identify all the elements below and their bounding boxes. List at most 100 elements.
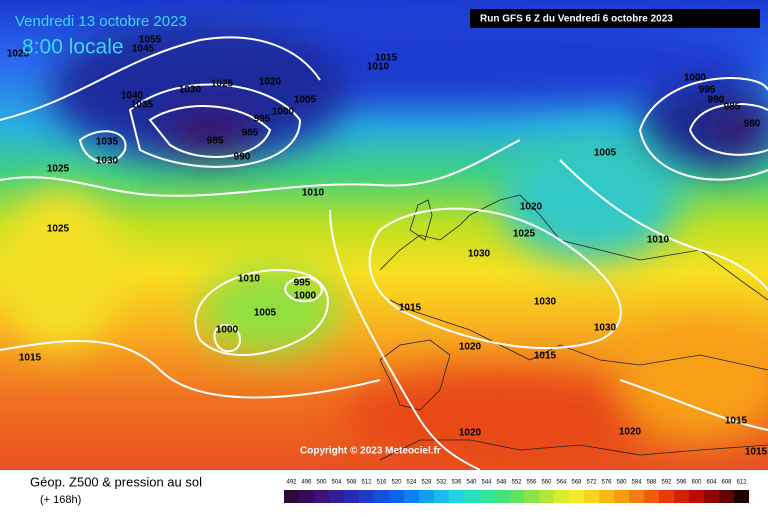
color-swatch [314, 490, 329, 503]
run-info: Run GFS 6 Z du Vendredi 6 octobre 2023 [480, 14, 673, 25]
scale-label: 560 [541, 480, 552, 486]
isobar-label: 1005 [254, 308, 277, 319]
scale-label: 596 [676, 480, 687, 486]
isobar-label: 1045 [132, 44, 155, 55]
local-time: 8:00 locale [22, 36, 124, 59]
isobar-label: 1020 [259, 77, 282, 88]
scale-label: 520 [391, 480, 402, 486]
color-swatch [389, 490, 404, 503]
color-swatch [449, 490, 464, 503]
isobar-label: 1030 [468, 249, 491, 260]
color-swatch [659, 490, 674, 503]
color-swatch [674, 490, 689, 503]
color-swatch [614, 490, 629, 503]
isobar-label: 985 [242, 128, 259, 139]
color-swatch [719, 490, 734, 503]
scale-label: 548 [496, 480, 507, 486]
isobar-label: 1000 [684, 73, 707, 84]
scale-label: 496 [301, 480, 312, 486]
isobar-label: 1025 [513, 229, 536, 240]
color-swatch [629, 490, 644, 503]
isobar-label: 1020 [520, 202, 543, 213]
isobar-label: 990 [234, 152, 251, 163]
scale-label: 604 [706, 480, 717, 486]
isobar-label: 990 [708, 95, 725, 106]
color-swatch [704, 490, 719, 503]
valid-date: Vendredi 13 octobre 2023 [15, 13, 187, 30]
color-swatch [419, 490, 434, 503]
scale-label: 508 [346, 480, 357, 486]
isobar-label: 1030 [594, 323, 617, 334]
color-legend: 492 496 500 504 508 512 516 520 524 528 532 536 540 5… [284, 480, 749, 503]
scale-label: 592 [661, 480, 672, 486]
copyright: Copyright © 2023 Meteociel.fr [300, 446, 441, 457]
isobar-label: 1010 [238, 274, 261, 285]
color-swatch [734, 490, 749, 503]
isobar-label: 1020 [619, 427, 642, 438]
color-swatch [329, 490, 344, 503]
color-swatch [464, 490, 479, 503]
isobar-label: 1025 [211, 79, 234, 90]
scale-label: 532 [436, 480, 447, 486]
color-swatch [689, 490, 704, 503]
color-swatch [299, 490, 314, 503]
color-swatch [554, 490, 569, 503]
isobar-label: 1035 [96, 137, 119, 148]
color-swatch [569, 490, 584, 503]
color-swatch [524, 490, 539, 503]
scale-label: 588 [646, 480, 657, 486]
isobar-label: 985 [724, 102, 741, 113]
isobar-label: 1015 [19, 353, 42, 364]
color-swatch [494, 490, 509, 503]
isobars [0, 36, 768, 471]
isobar-label: 1030 [96, 156, 119, 167]
isobar-label: 1010 [647, 235, 670, 246]
scale-label: 568 [571, 480, 582, 486]
isobar-label: 1015 [725, 416, 748, 427]
scale-label: 584 [631, 480, 642, 486]
scale-label: 540 [466, 480, 477, 486]
scale-label: 512 [361, 480, 372, 486]
isobar-label: 1020 [459, 342, 482, 353]
isobar-label: 1020 [459, 428, 482, 439]
color-swatch [359, 490, 374, 503]
isobar-label: 1035 [131, 100, 154, 111]
color-swatch [374, 490, 389, 503]
footer-title: Géop. Z500 & pression au sol [30, 474, 202, 489]
isobar-label: 1000 [272, 107, 295, 118]
color-swatch [434, 490, 449, 503]
color-swatch [344, 490, 359, 503]
color-swatch [584, 490, 599, 503]
scale-label: 492 [286, 480, 297, 486]
scale-label: 580 [616, 480, 627, 486]
isobar-label: 995 [294, 278, 311, 289]
isobar-label: 1005 [294, 95, 317, 106]
isobar-label: 995 [699, 85, 716, 96]
isobar-label: 1025 [47, 224, 70, 235]
color-swatch [539, 490, 554, 503]
isobar-label: 1005 [594, 148, 617, 159]
isobar-label: 1000 [216, 325, 239, 336]
isobar-label: 995 [254, 114, 271, 125]
isobar-label: 1010 [367, 62, 390, 73]
isobar-label: 1015 [399, 303, 422, 314]
scale-label: 612 [736, 480, 747, 486]
isobar-label: 1030 [179, 85, 202, 96]
scale-label: 552 [511, 480, 522, 486]
scale-label: 544 [481, 480, 492, 486]
isobar-label: 1055 [139, 35, 162, 46]
color-swatch [509, 490, 524, 503]
scale-label: 524 [406, 480, 417, 486]
scale-label: 600 [691, 480, 702, 486]
scale-label: 572 [586, 480, 597, 486]
isobar-label: 1010 [302, 188, 325, 199]
run-box [470, 9, 760, 28]
scale-label: 516 [376, 480, 387, 486]
isobar-label: 980 [744, 119, 761, 130]
isobar-label: 1015 [375, 53, 398, 64]
isobar-label: 1015 [745, 447, 768, 458]
isobar-label: 1000 [294, 291, 317, 302]
coastlines [379, 194, 768, 461]
isobar-label: 1030 [534, 297, 557, 308]
